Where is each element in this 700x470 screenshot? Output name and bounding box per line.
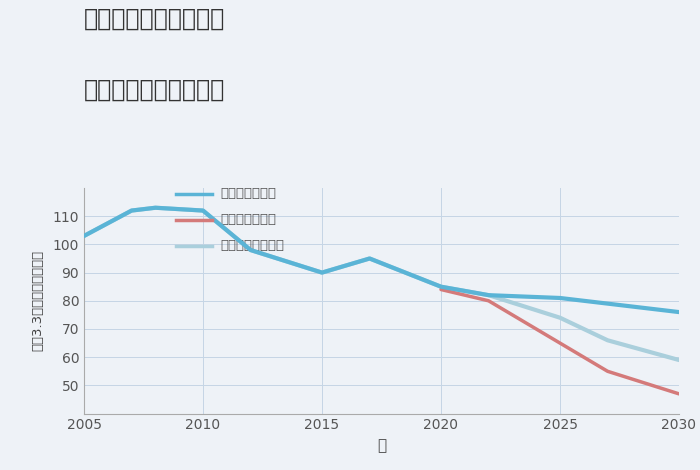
X-axis label: 年: 年 bbox=[377, 438, 386, 453]
Text: グッドシナリオ: グッドシナリオ bbox=[221, 187, 277, 200]
Y-axis label: 坪（3.3㎡）単価（万円）: 坪（3.3㎡）単価（万円） bbox=[32, 250, 44, 352]
Text: バッドシナリオ: バッドシナリオ bbox=[221, 213, 277, 226]
Text: 中古戸建ての価格推移: 中古戸建ての価格推移 bbox=[84, 78, 225, 102]
Text: 大阪府和泉市今福町の: 大阪府和泉市今福町の bbox=[84, 7, 225, 31]
Text: ノーマルシナリオ: ノーマルシナリオ bbox=[221, 239, 285, 252]
